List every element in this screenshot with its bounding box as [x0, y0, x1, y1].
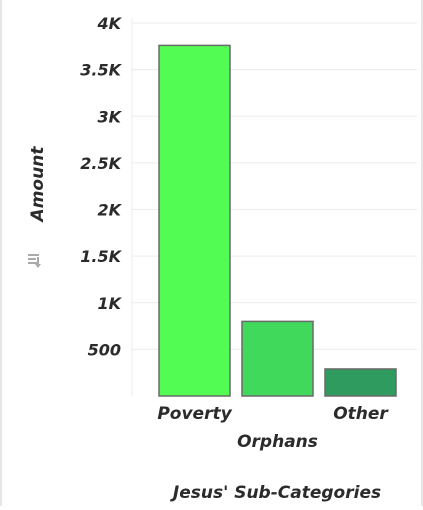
bar-orphans[interactable]: [241, 320, 314, 397]
y-tick-label: 2.5K: [80, 154, 122, 173]
x-tick-label: Poverty: [157, 404, 232, 424]
x-axis-title: Jesus' Sub-Categories: [170, 483, 381, 503]
y-tick-label: 500: [88, 340, 121, 359]
y-tick-label: 3K: [97, 107, 122, 126]
y-tick-label: 1K: [97, 294, 122, 313]
sort-options-icon[interactable]: [28, 254, 41, 268]
y-tick-labels: 500 1K 1.5K 2K 2.5K 3K 3.5K 4K: [80, 14, 122, 359]
bars-group: [158, 44, 397, 397]
y-tick-label: 3.5K: [80, 61, 122, 80]
bar-poverty[interactable]: [158, 44, 231, 397]
y-tick-label: 2K: [97, 201, 122, 220]
x-tick-label: Orphans: [237, 432, 318, 452]
x-tick-label: Other: [333, 404, 389, 424]
bar-other[interactable]: [324, 368, 397, 397]
y-axis-title: Amount: [28, 146, 48, 224]
y-tick-label: 1.5K: [80, 247, 122, 266]
y-tick-label: 4K: [96, 14, 122, 33]
